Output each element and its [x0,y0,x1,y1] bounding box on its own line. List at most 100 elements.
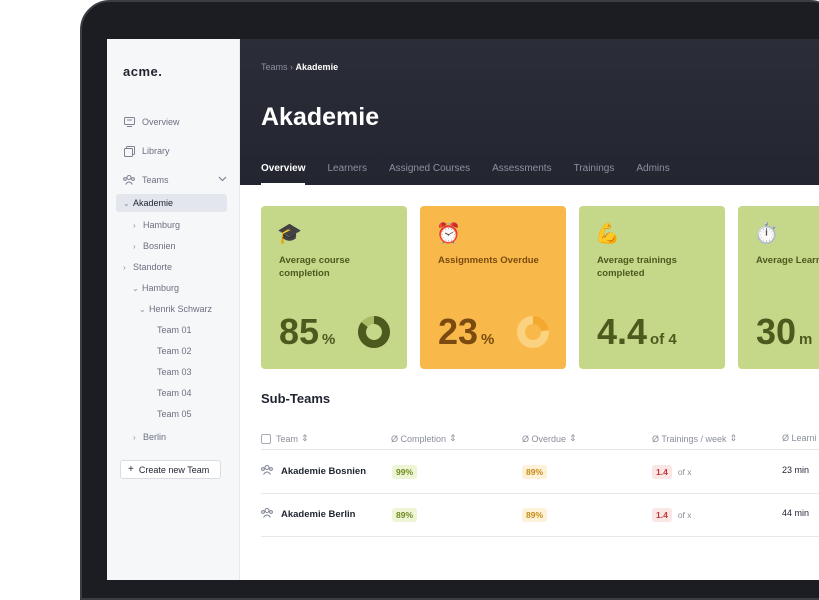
stat-label: Average trainings completed [597,255,677,279]
sort-icon[interactable]: ⇕ [449,433,457,443]
breadcrumb: Teams › Akademie [261,62,338,72]
chevron-down-icon[interactable] [218,174,227,184]
cell-trainings: 1.4 of x [652,465,692,479]
stat-value: 4.4 of 4 [597,311,677,352]
trainings-of: of x [677,510,692,520]
cell-learning-time: 44 min [782,508,810,518]
tree-item-hamburg[interactable]: › Hamburg [133,220,181,230]
overdue-badge: 89% [522,465,548,479]
chevron-right-icon[interactable]: › [123,262,126,272]
cell-completion: 89% [392,508,418,522]
page-title: Akademie [261,103,380,131]
table-row[interactable]: Akademie Bosnien 99% 89% 1.4 of x 23 min [261,451,819,494]
alarm-clock-icon: ⏰ [436,223,461,245]
chevron-down-icon[interactable]: ⌄ [139,304,146,314]
flexed-bicep-icon: 💪 [595,223,620,245]
column-header-team[interactable]: Team ⇕ [261,433,309,444]
chevron-right-icon[interactable]: › [133,432,136,442]
cell-overdue: 89% [522,465,548,479]
cell-team: Akademie Berlin [261,508,355,520]
completion-donut-chart [358,316,390,348]
sort-icon[interactable]: ⇕ [301,433,309,443]
tab-learners[interactable]: Learners [327,163,367,174]
chevron-down-icon[interactable]: ⌄ [123,198,130,208]
stat-label: Average course completion [279,255,350,279]
sort-icon[interactable]: ⇕ [729,433,738,443]
column-header-learning[interactable]: Ø Learni [782,433,817,443]
stat-label: Assignments Overdue [438,255,539,266]
tree-item-team-05[interactable]: Team 05 [157,409,192,419]
overdue-badge: 89% [522,508,548,522]
stat-value: 23% [438,311,495,352]
trainings-badge: 1.4 [652,508,672,522]
stat-card-trainings-completed: 💪 Average trainings completed 4.4 of 4 [579,206,725,369]
breadcrumb-current: Akademie [295,62,339,72]
stat-value: 30 m [756,311,813,352]
stat-card-course-completion: 🎓 Average course completion 85% [261,206,407,369]
stat-label: Average Learning Time [756,255,819,266]
sidebar-item-teams[interactable]: Teams [123,171,227,189]
app-logo: acme. [123,64,163,79]
create-team-button[interactable]: + Create new Team [120,460,221,479]
tab-bar: Overview Learners Assigned Courses Asses… [261,163,692,185]
graduation-cap-icon: 🎓 [277,223,302,245]
stopwatch-icon: ⏱️ [754,223,779,245]
cell-learning-time: 23 min [782,465,810,475]
cell-overdue: 89% [522,508,548,522]
tree-item-standorte[interactable]: › Standorte [123,262,173,272]
chevron-down-icon[interactable]: ⌄ [132,283,139,293]
app-screen: acme. Overview Library Teams ⌄ Akademie [107,39,819,580]
tree-item-henrik-schwarz[interactable]: ⌄ Henrik Schwarz [139,304,213,314]
tree-item-berlin[interactable]: › Berlin [133,432,167,442]
column-header-trainings-week[interactable]: Ø Trainings / week ⇕ [652,433,738,444]
breadcrumb-separator: › [290,62,294,72]
tree-item-team-02[interactable]: Team 02 [157,346,192,356]
stat-value: 85% [279,311,336,352]
completion-badge: 99% [392,465,418,479]
plus-icon: + [128,464,134,475]
chevron-right-icon[interactable]: › [133,220,136,230]
tree-item-bosnien[interactable]: › Bosnien [133,241,176,251]
table-header: Team ⇕ Ø Completion ⇕ Ø Overdue ⇕ Ø Trai… [261,431,819,450]
sidebar: acme. Overview Library Teams ⌄ Akademie [107,39,240,580]
sidebar-item-label: Teams [142,175,169,185]
tab-assessments[interactable]: Assessments [492,163,552,174]
tab-assigned-courses[interactable]: Assigned Courses [388,163,471,174]
tree-item-hamburg-2[interactable]: ⌄ Hamburg [132,283,180,293]
team-name[interactable]: Akademie Berlin [281,508,356,520]
stat-card-learning-time: ⏱️ Average Learning Time 30m [738,206,819,369]
sidebar-item-library[interactable]: Library [123,142,170,160]
team-icon [261,465,273,477]
trainings-badge: 1.4 [652,465,672,479]
cell-trainings: 1.4 of x [652,508,692,522]
sidebar-item-label: Overview [142,117,180,127]
column-header-completion[interactable]: Ø Completion ⇕ [391,433,457,444]
overview-icon [123,116,135,128]
teams-icon [123,174,135,186]
select-all-checkbox[interactable] [261,433,271,444]
breadcrumb-parent[interactable]: Teams [261,62,288,72]
overdue-donut-chart [517,316,549,348]
tree-item-team-03[interactable]: Team 03 [157,367,192,377]
team-name[interactable]: Akademie Bosnien [281,465,366,477]
cell-completion: 99% [392,465,418,479]
tab-overview[interactable]: Overview [261,163,306,185]
cell-team: Akademie Bosnien [261,465,366,477]
library-icon [123,145,135,157]
completion-badge: 89% [392,508,418,522]
chevron-right-icon[interactable]: › [133,241,136,251]
team-icon [261,508,273,520]
sort-icon[interactable]: ⇕ [569,433,577,443]
tree-item-akademie[interactable]: ⌄ Akademie [116,194,227,212]
tree-item-team-01[interactable]: Team 01 [157,325,192,335]
table-row[interactable]: Akademie Berlin 89% 89% 1.4 of x 44 min [261,494,819,537]
page-header: Teams › Akademie Akademie Overview Learn… [240,39,819,185]
column-header-overdue[interactable]: Ø Overdue ⇕ [522,433,577,444]
tab-admins[interactable]: Admins [636,163,670,174]
tab-trainings[interactable]: Trainings [573,163,615,174]
trainings-of: of x [677,467,692,477]
section-title-sub-teams: Sub-Teams [261,391,331,406]
tree-item-team-04[interactable]: Team 04 [157,388,192,398]
stat-card-assignments-overdue: ⏰ Assignments Overdue 23% [420,206,566,369]
sidebar-item-overview[interactable]: Overview [123,113,180,131]
